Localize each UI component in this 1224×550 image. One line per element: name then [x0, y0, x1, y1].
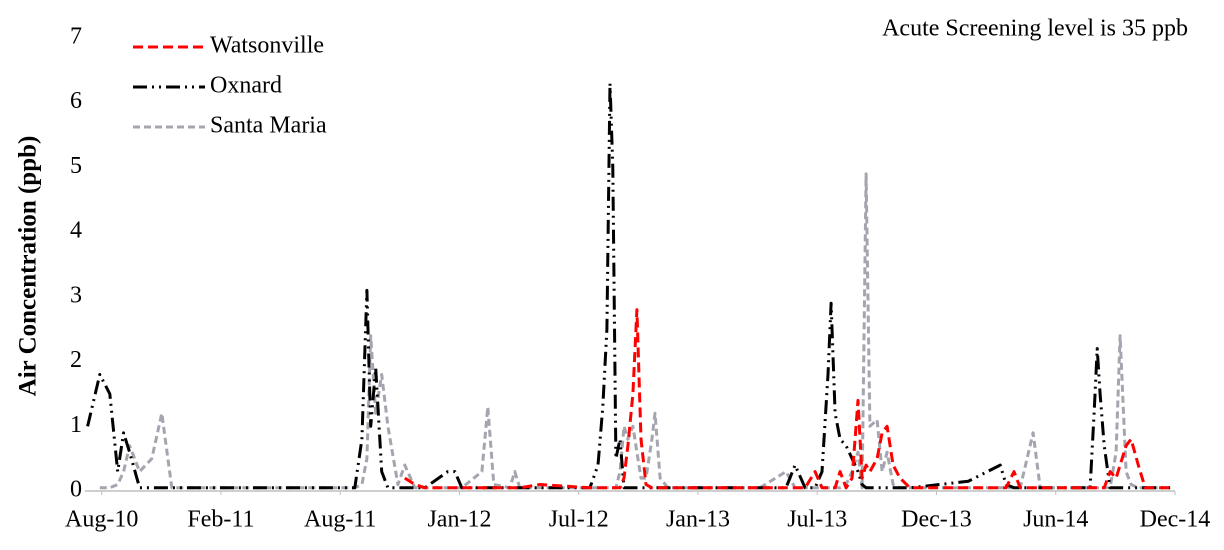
- x-tick-label: Jul-13: [787, 507, 847, 533]
- x-tick-label: Dec-13: [901, 507, 972, 533]
- legend-label: Oxnard: [210, 73, 282, 99]
- y-tick-label: 7: [70, 24, 82, 50]
- x-tick-label: Jun-14: [1023, 507, 1088, 533]
- y-tick-label: 5: [70, 153, 82, 179]
- legend-label: Watsonville: [210, 33, 324, 59]
- line-series: [86, 81, 1173, 490]
- y-tick-label: 4: [70, 218, 82, 244]
- x-tick-label: Jan-12: [427, 507, 491, 533]
- y-tick-label: 1: [70, 412, 82, 438]
- y-tick-label: 3: [70, 282, 82, 308]
- x-tick-label: Feb-11: [187, 507, 254, 533]
- y-tick-label: 0: [70, 477, 82, 503]
- x-tick-label: Aug-10: [65, 507, 138, 533]
- legend-label: Santa Maria: [210, 113, 327, 139]
- x-tick-label: Jul-12: [549, 507, 609, 533]
- x-tick-label: Aug-11: [304, 507, 376, 533]
- y-axis-title: Air Concentration (ppb): [15, 136, 42, 397]
- y-tick-label: 6: [70, 88, 82, 114]
- x-tick-label: Jan-13: [666, 507, 730, 533]
- x-tick-label: Dec-14: [1140, 507, 1211, 533]
- line-series: [99, 172, 1173, 490]
- annotation: Acute Screening level is 35 ppb: [882, 16, 1188, 42]
- line-series: [403, 308, 1173, 490]
- y-tick-label: 2: [70, 347, 82, 373]
